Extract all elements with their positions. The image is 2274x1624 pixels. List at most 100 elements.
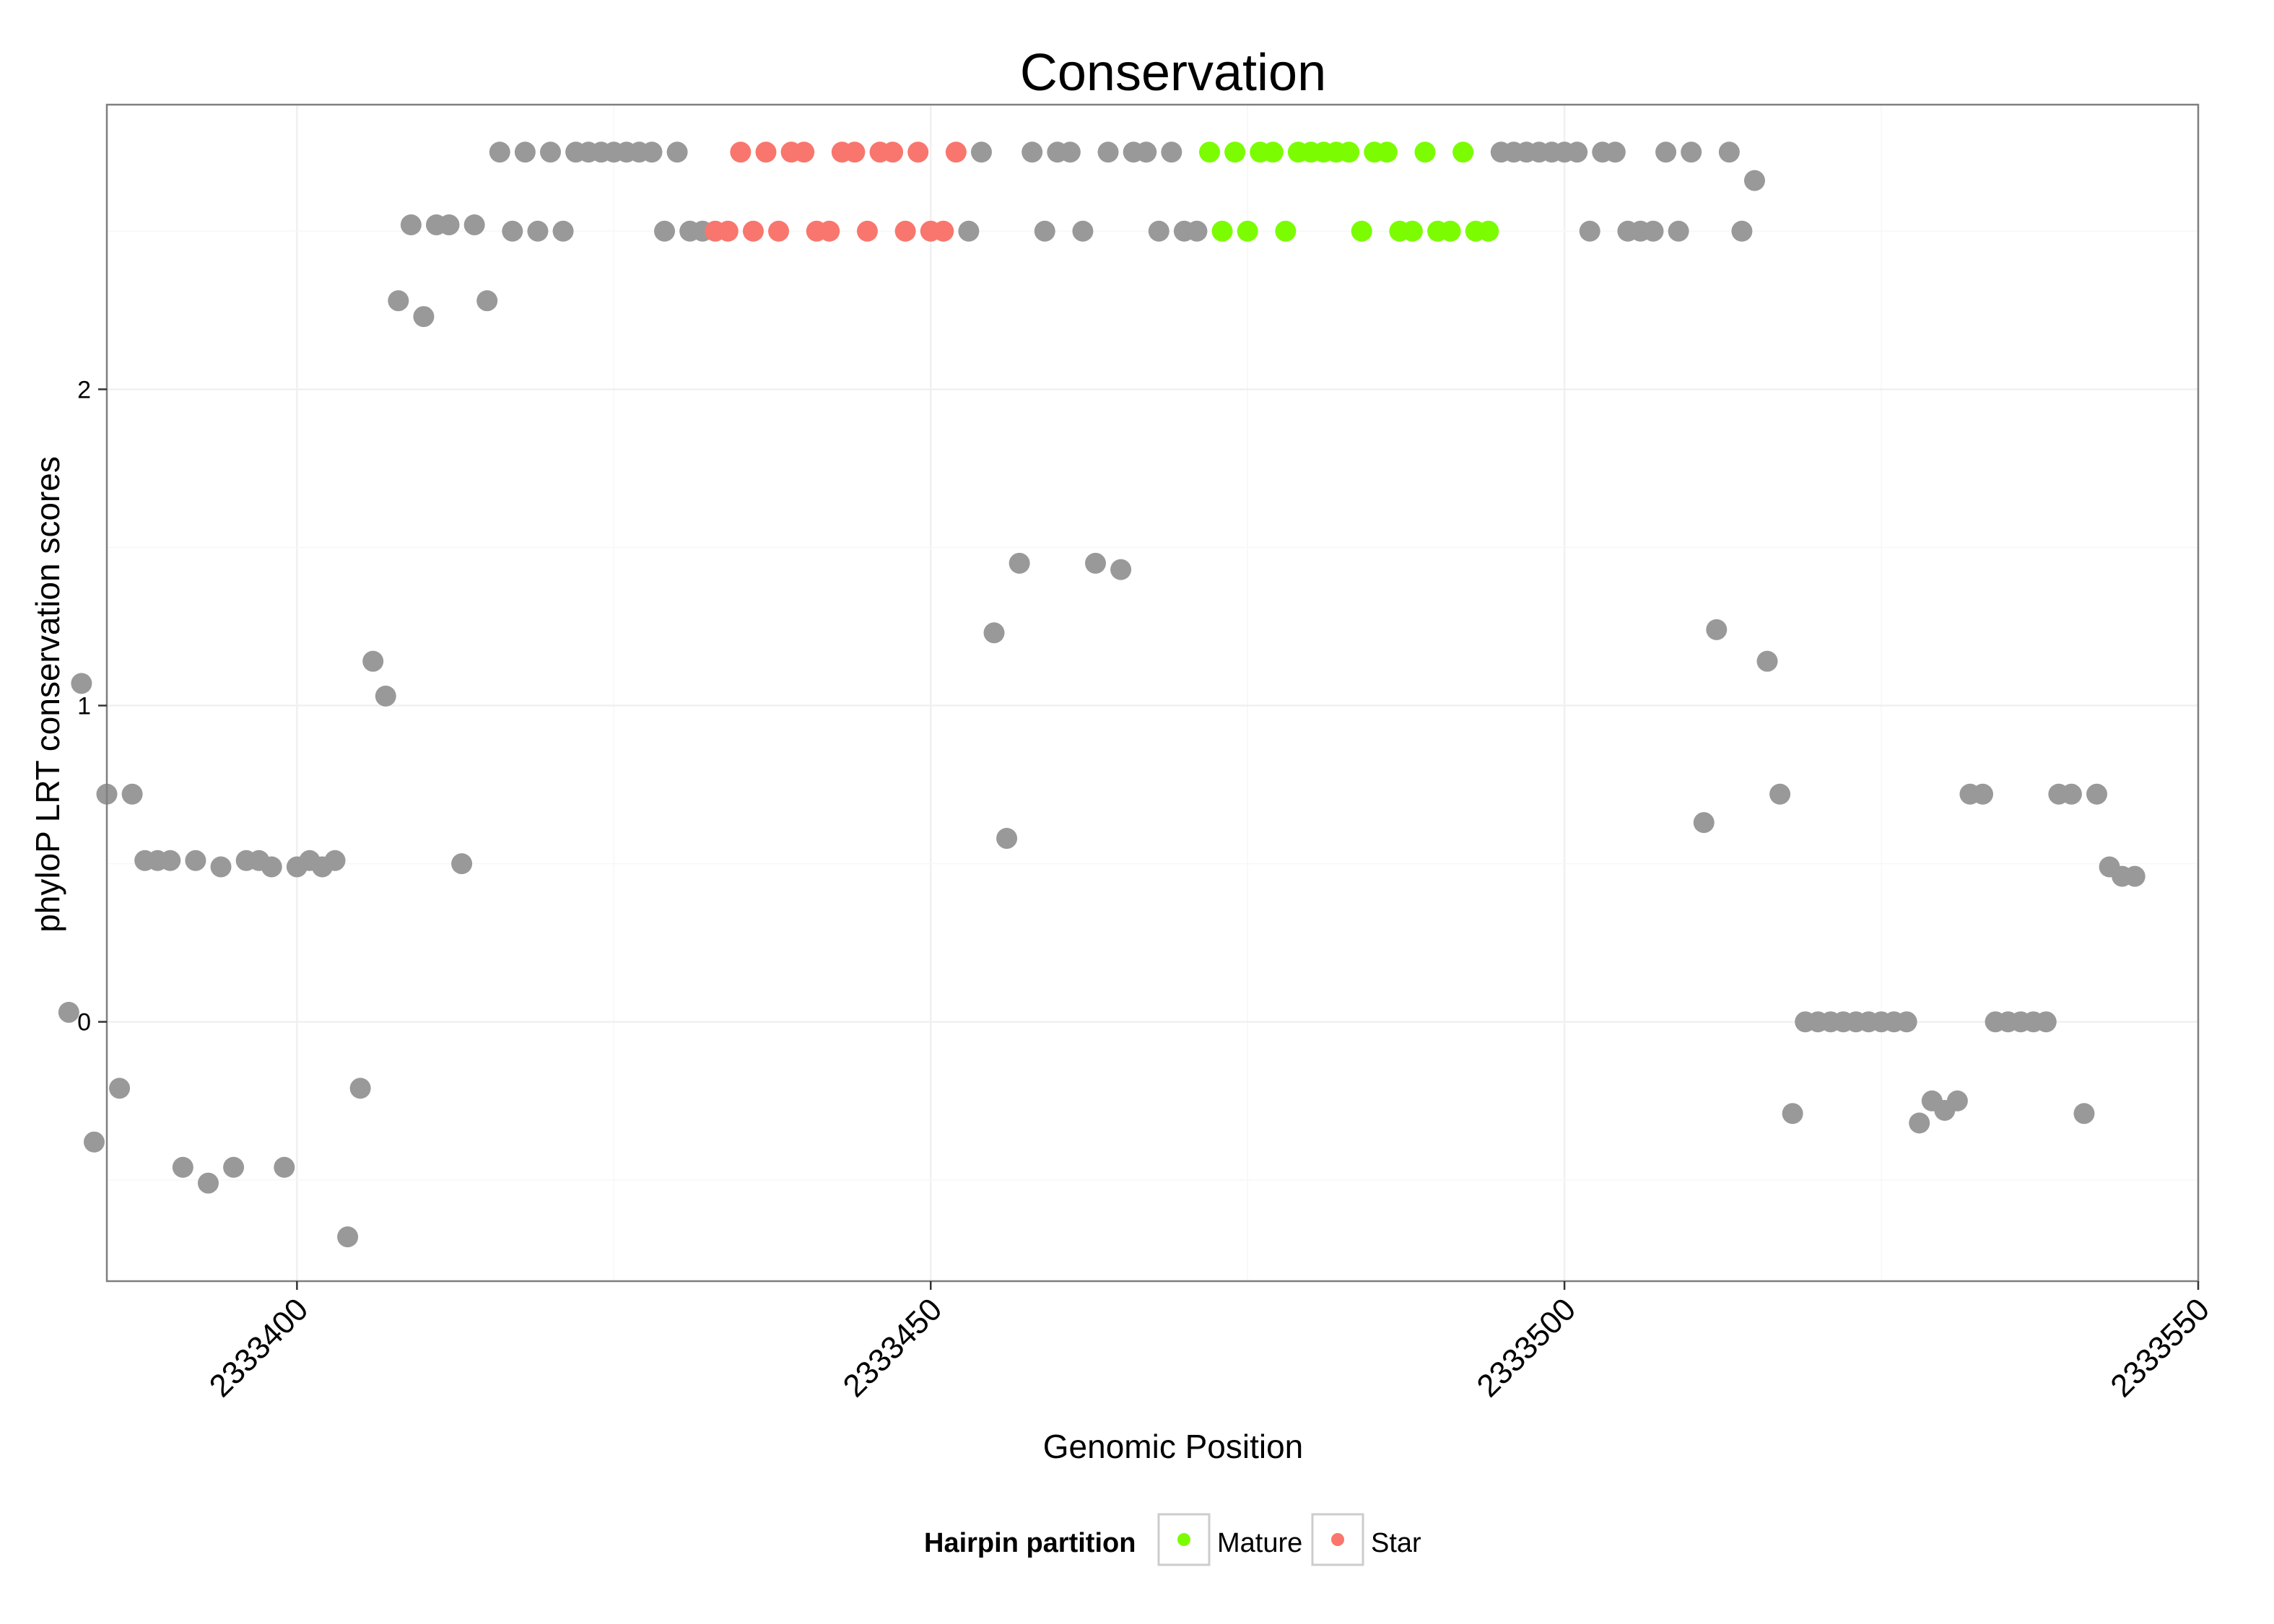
data-point-other: [1084, 552, 1106, 574]
data-point-other: [983, 622, 1005, 644]
data-point-mature: [1351, 220, 1372, 242]
data-point-other: [1972, 783, 1994, 805]
data-point-other: [58, 1002, 79, 1023]
data-point-star: [933, 220, 954, 242]
plot-area-border: [105, 103, 2200, 1283]
data-point-other: [223, 1156, 245, 1178]
data-point-mature: [1199, 141, 1221, 163]
data-point-other: [2073, 1103, 2095, 1125]
data-point-other: [476, 290, 498, 312]
data-point-mature: [1376, 141, 1398, 163]
data-point-other: [502, 220, 523, 242]
data-point-other: [1161, 141, 1182, 163]
legend-label-star: Star: [1371, 1528, 1421, 1558]
data-point-other: [1655, 141, 1677, 163]
data-point-star: [945, 141, 967, 163]
data-point-other: [996, 828, 1018, 850]
data-point-other: [413, 306, 435, 328]
data-point-mature: [1275, 220, 1297, 242]
data-point-other: [1693, 812, 1715, 834]
data-point-star: [856, 220, 878, 242]
data-point-other: [1009, 552, 1030, 574]
data-point-other: [349, 1078, 371, 1099]
data-point-other: [1706, 619, 1728, 640]
data-point-other: [1731, 220, 1753, 242]
y-axis: 0 1 2: [77, 376, 107, 1036]
data-point-mature: [1211, 220, 1233, 242]
y-tick-label: 2: [77, 376, 91, 403]
data-point-other: [1021, 141, 1043, 163]
y-axis-label: phyloP LRT conservation scores: [29, 456, 66, 933]
data-point-other: [362, 650, 384, 672]
data-point-other: [2124, 865, 2146, 887]
data-point-other: [489, 141, 510, 163]
data-point-other: [400, 214, 422, 236]
data-point-other: [1681, 141, 1702, 163]
data-point-star: [894, 220, 916, 242]
data-point-other: [1034, 220, 1055, 242]
data-point-other: [514, 141, 536, 163]
legend-entry-mature: Mature: [1157, 1513, 1302, 1566]
data-point-other: [1896, 1011, 1917, 1033]
data-point-mature: [1414, 141, 1436, 163]
data-point-other: [172, 1156, 193, 1178]
data-point-mature: [1237, 220, 1258, 242]
data-point-star: [768, 220, 790, 242]
data-point-other: [1756, 650, 1778, 672]
data-point-other: [1642, 220, 1664, 242]
data-point-star: [907, 141, 929, 163]
data-point-other: [388, 290, 409, 312]
data-point-star: [819, 220, 840, 242]
data-point-other: [438, 214, 460, 236]
data-point-other: [970, 141, 992, 163]
data-point-other: [109, 1078, 131, 1099]
legend: Hairpin partition Mature Star: [924, 1513, 1421, 1566]
data-point-other: [1769, 783, 1791, 805]
legend-label-mature: Mature: [1217, 1528, 1302, 1558]
data-point-other: [197, 1172, 219, 1194]
data-point-other: [463, 214, 485, 236]
data-point-other: [121, 783, 143, 805]
data-point-star: [793, 141, 815, 163]
data-point-mature: [1224, 141, 1246, 163]
legend-title: Hairpin partition: [924, 1528, 1136, 1558]
data-point-other: [1782, 1103, 1803, 1125]
data-point-other: [210, 856, 232, 878]
data-point-other: [1148, 220, 1169, 242]
data-point-other: [1668, 220, 1689, 242]
data-point-other: [337, 1226, 359, 1248]
data-point-other: [274, 1156, 295, 1178]
data-point-star: [742, 220, 764, 242]
data-point-other: [2060, 783, 2082, 805]
data-point-other: [1718, 141, 1740, 163]
plot-area-background: [107, 105, 2198, 1281]
data-point-other: [1567, 141, 1588, 163]
data-point-other: [185, 850, 206, 871]
data-point-other: [1743, 170, 1765, 191]
data-point-other: [540, 141, 562, 163]
data-point-mature: [1439, 220, 1461, 242]
data-point-other: [1946, 1090, 1968, 1112]
legend-swatch-mature: [1177, 1533, 1190, 1546]
legend-entry-star: Star: [1311, 1513, 1421, 1566]
x-axis-label: Genomic Position: [1043, 1428, 1304, 1465]
data-point-star: [755, 141, 777, 163]
data-point-mature: [1452, 141, 1474, 163]
data-point-star: [882, 141, 904, 163]
data-point-other: [1097, 141, 1119, 163]
data-point-other: [160, 850, 181, 871]
data-point-other: [527, 220, 549, 242]
data-point-other: [654, 220, 676, 242]
data-point-other: [261, 856, 282, 878]
chart-title: Conservation: [1020, 44, 1326, 102]
y-tick-label: 1: [77, 693, 91, 720]
data-point-other: [1059, 141, 1081, 163]
data-point-other: [375, 685, 396, 707]
data-point-other: [451, 853, 473, 875]
data-point-other: [1909, 1112, 1930, 1134]
legend-swatch-star: [1331, 1533, 1344, 1546]
data-point-other: [958, 220, 980, 242]
data-point-star: [717, 220, 739, 242]
data-points: [58, 141, 2146, 1248]
